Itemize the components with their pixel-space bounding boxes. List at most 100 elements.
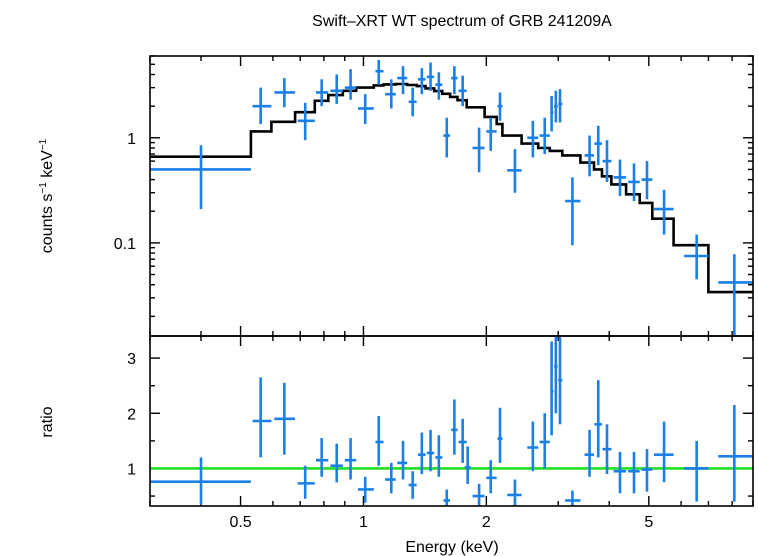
spectrum-data-point bbox=[408, 87, 417, 117]
ratio-data-point bbox=[507, 479, 522, 506]
ratio-data-point bbox=[602, 424, 612, 474]
spectrum-data-point bbox=[641, 161, 653, 200]
ratio-frame bbox=[149, 335, 754, 507]
spectrum-data-point bbox=[375, 59, 384, 85]
y-tick-label: 2 bbox=[127, 406, 136, 423]
ratio-data-point bbox=[558, 336, 563, 425]
ratio-data-point bbox=[718, 404, 753, 502]
spectrum-data-point bbox=[385, 79, 396, 109]
ylabel-exponent: −1 bbox=[38, 138, 49, 150]
x-tick-label: 5 bbox=[644, 514, 653, 531]
ratio-data-point bbox=[297, 465, 315, 499]
y-tick-label: 3 bbox=[127, 351, 136, 368]
spectrum-data-point bbox=[527, 120, 539, 158]
ratio-data-point bbox=[417, 432, 426, 474]
ratio-data-point bbox=[344, 438, 357, 480]
ratio-data-point bbox=[539, 413, 550, 469]
ratio-data-point bbox=[375, 416, 384, 466]
spectrum-y-axis-label: counts s−1 keV−1 bbox=[38, 138, 56, 253]
x-axis-label: Energy (keV) bbox=[405, 539, 498, 556]
ratio-ticks: 0.5 1 2 5 1 2 3 bbox=[127, 336, 754, 531]
model-step-line bbox=[150, 82, 753, 294]
spectrum-data-point bbox=[486, 117, 497, 151]
ratio-data-point bbox=[274, 382, 296, 455]
y-tick-label: 1 bbox=[127, 131, 136, 148]
spectrum-data-point bbox=[507, 149, 522, 193]
spectrum-data-point bbox=[315, 79, 329, 107]
spectrum-data-point bbox=[654, 189, 674, 235]
spectrum-data-point bbox=[565, 177, 581, 246]
spectrum-data-point bbox=[451, 66, 458, 95]
spectrum-data-point bbox=[297, 102, 315, 141]
spectrum-data-point bbox=[602, 140, 612, 182]
ratio-data-point bbox=[443, 489, 451, 506]
spectrum-data-point bbox=[150, 145, 251, 210]
spectrum-data-point bbox=[274, 78, 296, 108]
ylabel-exponent: −1 bbox=[38, 182, 49, 194]
ylabel-part: counts s bbox=[39, 194, 56, 254]
ratio-data-point bbox=[150, 457, 251, 505]
model-curve bbox=[150, 82, 753, 294]
spectrum-panel: 0.11 counts s−1 keV−1 bbox=[38, 55, 754, 337]
x-tick-label: 1 bbox=[359, 514, 368, 531]
ratio-data-point bbox=[358, 476, 374, 503]
ratio-data-point bbox=[464, 446, 471, 484]
ratio-data-point bbox=[385, 462, 396, 494]
x-tick-label: 2 bbox=[482, 514, 491, 531]
spectrum-data-point bbox=[539, 117, 550, 155]
spectrum-data-point bbox=[554, 90, 558, 123]
spectrum-data-point bbox=[417, 68, 426, 95]
ratio-data-point bbox=[684, 440, 709, 502]
spectrum-ticks: 0.11 bbox=[114, 55, 754, 336]
ratio-panel: 0.5 1 2 5 1 2 3 ratio Energy (keV) bbox=[39, 335, 754, 556]
ratio-data-point bbox=[554, 336, 558, 414]
chart-title: Swift–XRT WT spectrum of GRB 241209A bbox=[312, 13, 612, 30]
ratio-data-point bbox=[628, 451, 640, 494]
ratio-data-point bbox=[486, 460, 497, 494]
ratio-data-point bbox=[408, 471, 417, 499]
ratio-data-point bbox=[527, 421, 539, 472]
ratio-data-point bbox=[458, 418, 467, 463]
spectrum-data-point bbox=[458, 75, 467, 107]
x-tick-label: 0.5 bbox=[229, 514, 251, 531]
ratio-data-point bbox=[435, 435, 443, 477]
y-tick-label: 1 bbox=[127, 461, 136, 478]
ratio-data-point bbox=[594, 380, 602, 458]
ratio-data-point bbox=[472, 483, 485, 506]
spectrum-data-point bbox=[252, 87, 272, 125]
ylabel-part: keV bbox=[39, 150, 56, 182]
ratio-data-point bbox=[451, 399, 458, 455]
ratio-data-point bbox=[565, 490, 581, 506]
y-tick-label: 0.1 bbox=[114, 236, 136, 253]
spectrum-data-point bbox=[443, 117, 451, 158]
ratio-data-point bbox=[330, 443, 343, 483]
ratio-data-point bbox=[426, 429, 435, 472]
ratio-data-point bbox=[654, 421, 674, 483]
ratio-data-point bbox=[584, 429, 594, 477]
spectrum-data-point bbox=[613, 159, 627, 196]
ratio-data-point bbox=[252, 377, 272, 458]
ratio-data-points bbox=[150, 336, 753, 506]
spectrum-data-point bbox=[497, 92, 503, 121]
spectrum-data-point bbox=[718, 254, 753, 336]
spectrum-data-point bbox=[426, 62, 435, 91]
spectrum-data-point bbox=[435, 72, 443, 100]
ratio-data-point bbox=[641, 449, 653, 492]
spectrum-data-point bbox=[684, 234, 709, 280]
spectrum-data-points bbox=[150, 59, 753, 336]
spectrum-data-point bbox=[628, 163, 640, 202]
spectrum-data-point bbox=[584, 135, 594, 177]
spectrum-data-point bbox=[472, 127, 485, 173]
ratio-data-point bbox=[397, 440, 408, 480]
ratio-data-point bbox=[613, 451, 627, 494]
ratio-data-point bbox=[315, 438, 329, 477]
ratio-data-point bbox=[550, 341, 554, 436]
spectrum-data-point bbox=[558, 89, 563, 123]
spectrum-data-point bbox=[594, 125, 602, 166]
spectrum-data-point bbox=[358, 94, 374, 125]
spectrum-data-point bbox=[330, 74, 343, 104]
ratio-y-axis-label: ratio bbox=[39, 406, 56, 437]
spectrum-data-point bbox=[397, 66, 408, 95]
spectrum-data-point bbox=[550, 95, 554, 132]
